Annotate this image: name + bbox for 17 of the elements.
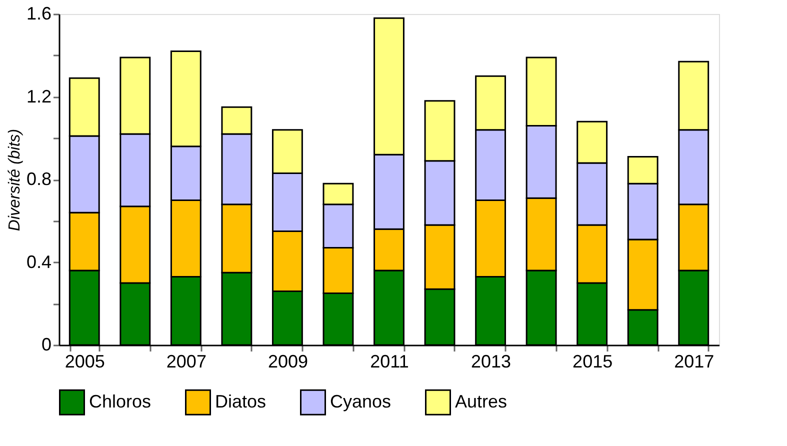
y-tick-label: 1.2 [26,86,52,106]
x-tick-label: 2009 [268,352,308,372]
y-tick-label: 0.8 [26,169,52,189]
x-tick-label: 2017 [674,352,714,372]
legend-label: Autres [455,391,508,412]
x-tick-label: 2007 [166,352,206,372]
x-tick-label: 2015 [572,352,613,372]
legend-label: Diatos [215,391,266,412]
legend-label: Cyanos [330,391,392,412]
x-tick-label: 2011 [370,352,409,372]
y-tick-label: 0.4 [26,252,52,272]
x-tick-label: 2013 [471,352,512,372]
y-axis-title: Diversité (bits) [6,128,24,232]
y-tick-label: 0 [41,334,52,354]
y-tick-label: 1.6 [26,4,52,24]
x-tick-label: 2005 [64,352,105,372]
legend-label: Chloros [89,391,152,412]
